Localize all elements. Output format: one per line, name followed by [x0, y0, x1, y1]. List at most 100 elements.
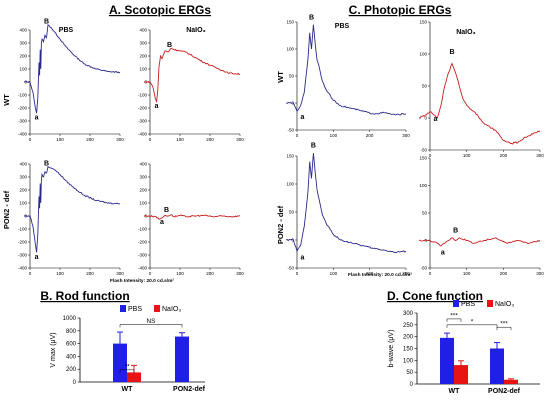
- x-tick-label: 300: [402, 271, 410, 276]
- a-wave-label: a: [300, 255, 304, 262]
- y-tick-label: 300: [403, 311, 414, 317]
- panel-a-row-wt: WT: [2, 94, 11, 106]
- bar-chart-d: 0 50 100 150 200 250 300 b-wave (μV) WT PON2-def P…: [388, 300, 540, 395]
- y-tick-label: -50: [420, 148, 427, 153]
- y-tick-label: 400: [139, 28, 147, 33]
- legend-swatch: [154, 305, 160, 312]
- y-tick-label: -400: [18, 266, 28, 271]
- legend-label: NaIO₃: [495, 301, 514, 308]
- b-wave-label: B: [309, 14, 314, 21]
- y-tick-label: 0: [410, 382, 414, 388]
- y-tick-label: 50: [422, 84, 428, 89]
- y-tick-label: 150: [286, 20, 294, 25]
- y-tick-label: 100: [139, 201, 147, 206]
- y-tick-label: -200: [18, 240, 28, 245]
- significance-label: NS: [146, 318, 156, 325]
- b-wave-label: B: [164, 207, 169, 214]
- erg-trace: [23, 24, 121, 114]
- y-tick-label: 50: [406, 370, 413, 376]
- panel-c-col-naio3: NaIO₃: [456, 29, 476, 36]
- x-tick-label: 0: [29, 137, 32, 142]
- y-tick-label: 100: [403, 358, 414, 364]
- a-wave-label: a: [300, 114, 304, 121]
- erg-trace: [143, 214, 241, 220]
- y-tick-label: -100: [18, 93, 28, 98]
- legend-label: NaIO₃: [162, 306, 181, 313]
- y-tick-label: 100: [419, 183, 427, 188]
- y-tick-label: 200: [403, 335, 414, 341]
- y-tick-label: 0: [424, 116, 427, 121]
- y-tick-label: 100: [286, 182, 294, 187]
- erg-trace: [418, 62, 541, 145]
- y-tick-label: -200: [138, 240, 148, 245]
- significance-label: *: [471, 318, 474, 325]
- y-tick-label: 100: [286, 47, 294, 52]
- x-tick-label: 100: [176, 137, 184, 142]
- x-tick-label: 0: [296, 271, 299, 276]
- legend-swatch: [120, 305, 126, 312]
- y-tick-label: 250: [403, 323, 414, 329]
- x-tick-label: 200: [500, 153, 508, 158]
- panel-c-col-pbs: PBS: [335, 23, 350, 30]
- erg-trace: [24, 165, 121, 253]
- x-tick-label: 100: [56, 137, 64, 142]
- y-tick-label: -400: [18, 132, 28, 137]
- y-tick-label: 1000: [63, 316, 77, 322]
- y-tick-label: 300: [139, 41, 147, 46]
- bar-chart-b: 0 200 400 600 800 1000 V max (μV) WT PON2-def PBS…: [50, 305, 206, 393]
- a-wave-label: a: [434, 116, 438, 123]
- x-tick-label: 300: [236, 271, 244, 276]
- y-tick-label: 100: [419, 52, 427, 57]
- significance-label: ***: [500, 321, 508, 328]
- category-label: WT: [122, 386, 134, 393]
- x-tick-label: 0: [429, 271, 432, 276]
- bar-naio₃: [504, 379, 518, 384]
- legend-label: PBS: [128, 306, 142, 313]
- y-tick-label: 150: [419, 20, 427, 25]
- erg-traces: -400 -300 -200 -100 0 100 200 300 400 0 100 200 300 a…: [18, 14, 544, 276]
- x-tick-label: 0: [429, 153, 432, 158]
- x-tick-label: 300: [236, 137, 244, 142]
- x-tick-label: 0: [149, 271, 152, 276]
- y-tick-label: -300: [18, 253, 28, 258]
- significance-bracket: [119, 369, 135, 373]
- erg-trace: [418, 237, 541, 247]
- b-wave-label: B: [311, 143, 316, 150]
- significance-bracket: [119, 324, 183, 328]
- y-tick-label: 0: [73, 380, 77, 386]
- b-wave-label: B: [44, 19, 49, 26]
- y-tick-label: -50: [420, 266, 427, 271]
- panel-a-title: A. Scotopic ERGs: [109, 3, 211, 17]
- y-tick-label: -50: [287, 266, 294, 271]
- bar-pbs: [113, 343, 127, 382]
- y-tick-label: -300: [18, 119, 28, 124]
- bar-pbs: [175, 336, 189, 382]
- y-tick-label: 800: [66, 329, 77, 335]
- y-tick-label: 300: [19, 41, 27, 46]
- y-tick-label: 200: [19, 54, 27, 59]
- y-tick-label: 50: [289, 74, 295, 79]
- a-wave-label: a: [35, 254, 39, 261]
- y-tick-label: -400: [138, 132, 148, 137]
- significance-bracket: [446, 318, 462, 322]
- y-tick-label: 150: [403, 347, 414, 353]
- x-tick-label: 0: [149, 137, 152, 142]
- y-tick-label: 150: [286, 154, 294, 159]
- y-tick-label: 200: [139, 188, 147, 193]
- panel-c-row-pon2: PON2 - def: [276, 205, 285, 244]
- significance-bracket: [496, 326, 512, 331]
- b-wave-label: B: [453, 227, 458, 234]
- x-tick-label: 100: [176, 271, 184, 276]
- a-wave-label: a: [155, 103, 159, 110]
- y-tick-label: -400: [138, 266, 148, 271]
- significance-label: ***: [450, 312, 458, 319]
- bar-pbs: [440, 337, 454, 384]
- x-tick-label: 300: [116, 271, 124, 276]
- y-tick-label: 200: [66, 367, 77, 373]
